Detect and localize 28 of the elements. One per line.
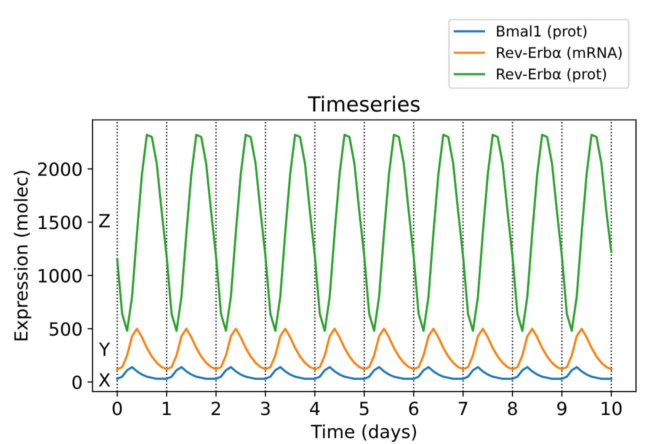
x-tick-label: 3 xyxy=(261,402,270,416)
legend-label: Rev-Erbα (mRNA) xyxy=(497,46,622,60)
chart-title: Timeseries xyxy=(308,96,420,112)
y-tick-label: 1500 xyxy=(38,216,82,230)
x-tick-label: 0 xyxy=(112,402,122,416)
x-tick-label: 4 xyxy=(310,402,320,416)
y-tick-label: 500 xyxy=(50,322,82,336)
x-tick-label: 10 xyxy=(602,402,622,416)
y-tick-label: 1000 xyxy=(38,268,82,283)
x-tick-label: 7 xyxy=(458,402,468,416)
legend-label: Bmal1 (prot) xyxy=(497,25,586,40)
annotation: Y xyxy=(98,342,110,356)
x-tick-label: 2 xyxy=(212,402,220,416)
annotation: X xyxy=(98,373,110,387)
y-axis-title: Expression (molec) xyxy=(14,171,32,340)
x-tick-label: 1 xyxy=(162,402,171,416)
y-tick-label: 0 xyxy=(72,375,82,390)
line-series xyxy=(116,134,612,332)
legend-label: Rev-Erbα (prot) xyxy=(497,68,606,82)
y-tick-label: 2000 xyxy=(38,162,82,176)
annotation: Z xyxy=(99,214,110,228)
x-tick-label: 8 xyxy=(508,402,517,416)
line-series xyxy=(116,328,612,370)
x-tick-label: 6 xyxy=(409,402,418,416)
x-axis-title: Time (days) xyxy=(310,424,416,442)
line-series xyxy=(116,366,612,380)
x-tick-label: 9 xyxy=(557,402,566,416)
x-tick-label: 5 xyxy=(360,402,368,416)
